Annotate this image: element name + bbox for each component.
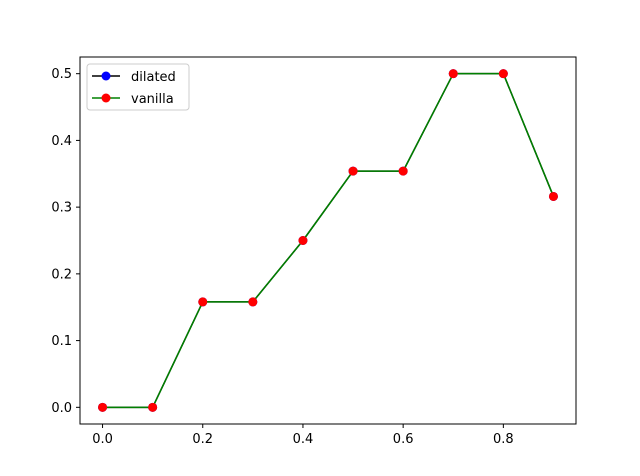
legend-marker-vanilla bbox=[101, 93, 111, 103]
y-tick-label: 0.0 bbox=[51, 401, 72, 416]
legend-label-vanilla: vanilla bbox=[131, 92, 174, 107]
y-tick-label: 0.4 bbox=[51, 134, 72, 149]
legend-marker-dilated bbox=[101, 71, 111, 81]
x-tick-label: 0.4 bbox=[293, 432, 314, 447]
data-point-vanilla bbox=[198, 297, 208, 307]
data-point-vanilla bbox=[498, 69, 508, 79]
x-tick-label: 0.6 bbox=[393, 432, 414, 447]
data-point-vanilla bbox=[448, 69, 458, 79]
series-layer bbox=[98, 69, 558, 412]
y-tick-label: 0.3 bbox=[51, 201, 72, 216]
x-tick-label: 0.2 bbox=[192, 432, 213, 447]
data-point-vanilla bbox=[98, 402, 108, 412]
y-tick-label: 0.2 bbox=[51, 267, 72, 282]
legend: dilated vanilla bbox=[86, 63, 190, 111]
data-point-vanilla bbox=[348, 166, 358, 176]
legend-label-dilated: dilated bbox=[131, 70, 176, 85]
series-line-vanilla bbox=[102, 72, 555, 409]
data-point-vanilla bbox=[298, 236, 308, 245]
plot-frame bbox=[79, 56, 577, 425]
data-point-vanilla bbox=[398, 166, 408, 176]
y-tick-label: 0.1 bbox=[51, 334, 72, 349]
data-point-vanilla bbox=[148, 402, 158, 412]
axes-layer: 0.0 0.2 0.4 0.6 0.8 0.0 0.1 0.2 0.3 0.4 0.5 bbox=[51, 67, 513, 447]
x-tick-label: 0.0 bbox=[92, 432, 113, 447]
y-tick-label: 0.5 bbox=[51, 67, 72, 82]
x-tick-label: 0.8 bbox=[493, 432, 514, 447]
data-point-vanilla bbox=[248, 297, 258, 307]
data-point-vanilla bbox=[548, 191, 558, 201]
plot-area bbox=[80, 57, 576, 424]
